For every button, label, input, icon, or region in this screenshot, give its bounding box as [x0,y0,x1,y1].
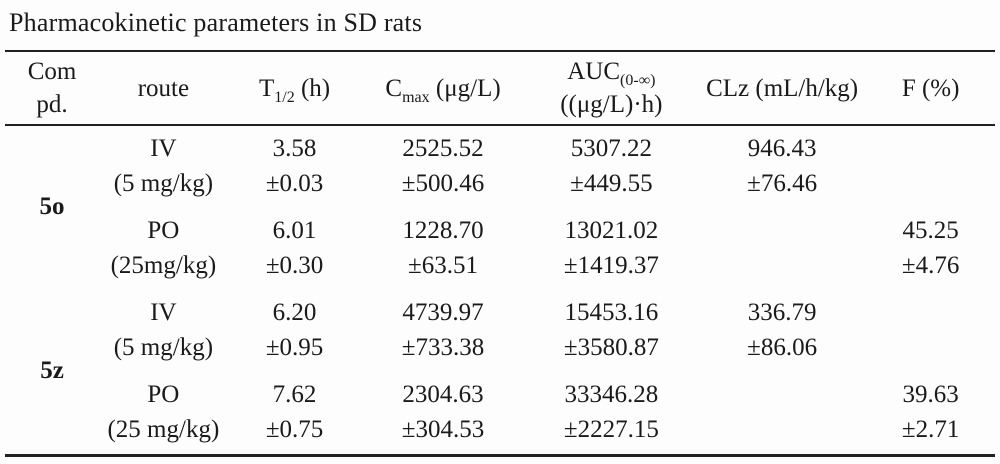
cell-t-half: 7.62 ±0.75 [228,372,362,456]
sd-value: ±1419.37 [563,251,659,279]
value: 1228.70 [402,217,484,244]
sd-value: ±76.46 [747,169,818,197]
sd-value: ±0.95 [265,333,324,361]
cell-cmax: 1228.70 ±63.51 [361,208,524,290]
cell-auc: 13021.02 ±1419.37 [525,208,698,290]
table-row: 5o IV (5 mg/kg) 3.58 ±0.03 2525.52 ±500.… [5,125,995,220]
value: 7.62 [272,381,317,408]
value: 39.63 [902,381,959,408]
route-name: PO [147,217,180,244]
auc-line1: AUC(0-∞) [567,58,655,89]
col-header-route: route [99,51,228,126]
t-half-base: T [258,74,275,102]
value: 15453.16 [564,299,659,326]
sd-value: ±0.30 [265,251,324,279]
sd-value: ±86.06 [747,333,818,361]
cell-clz [698,372,866,456]
value: 2525.52 [402,135,484,162]
value: 2304.63 [402,381,484,408]
value: 336.79 [747,299,817,326]
auc-base: AUC [567,58,621,85]
cell-route: PO (25 mg/kg) [99,372,228,456]
t-half-unit: (h) [294,74,331,102]
sd-value: ±0.03 [265,169,324,197]
value: 6.01 [272,217,317,244]
sd-value: ±733.38 [401,333,485,361]
cell-f: 45.25 ±4.76 [866,208,995,290]
table-header-row: Com pd. route T1/2 (h) Cmax (μg/L) AUC(0… [5,51,995,126]
cell-t-half: 6.20 ±0.95 [228,290,362,372]
pharmacokinetics-table: Com pd. route T1/2 (h) Cmax (μg/L) AUC(0… [5,50,995,457]
value: 946.43 [747,135,817,162]
route-name: IV [150,299,177,326]
t-half-subscript: 1/2 [274,88,295,106]
sd-value: ±3580.87 [563,333,659,361]
cell-route: PO (25mg/kg) [99,208,228,290]
table-title: Pharmacokinetic parameters in SD rats [9,8,423,37]
cmax-subscript: max [402,88,430,106]
sd-value: ±500.46 [401,169,485,197]
col-header-auc: AUC(0-∞) ((μg/L)·h) [524,51,698,126]
value: 33346.28 [564,381,659,408]
table-row: PO (25mg/kg) 6.01 ±0.30 1228.70 ±63.51 1… [5,208,995,290]
cmax-unit: (μg/L) [429,74,501,102]
cell-clz [698,208,866,290]
compound-label: 5o [39,193,65,221]
cell-route: IV (5 mg/kg) [99,290,228,372]
cell-t-half: 3.58 ±0.03 [228,125,362,208]
cell-f: 39.63 ±2.71 [866,372,995,456]
cell-cmax: 4739.97 ±733.38 [361,290,524,372]
col-header-t-half: T1/2 (h) [227,51,362,126]
value: 4739.97 [402,299,484,326]
table-row: PO (25 mg/kg) 7.62 ±0.75 2304.63 ±304.53… [5,372,995,456]
sd-value: ±304.53 [401,415,485,443]
route-dose: (25mg/kg) [110,251,217,279]
cell-auc: 5307.22 ±449.55 [525,125,698,208]
sd-value: ±4.76 [901,251,960,279]
sd-value: ±2227.15 [563,415,659,443]
sd-value: ±2.71 [901,415,960,443]
value: 5307.22 [570,135,652,162]
auc-subscript: (0-∞) [620,72,656,89]
cell-cmax: 2304.63 ±304.53 [361,372,524,456]
cell-f [866,290,995,372]
value: 45.25 [902,217,959,244]
cell-clz: 336.79 ±86.06 [698,290,866,372]
col-header-cmax: Cmax (μg/L) [361,51,525,126]
sd-value: ±63.51 [408,251,479,279]
table-row: 5z IV (5 mg/kg) 6.20 ±0.95 4739.97 ±733.… [5,290,995,384]
cell-t-half: 6.01 ±0.30 [228,208,362,290]
route-name: IV [150,135,177,162]
cmax-base: C [385,74,403,102]
route-dose: (25 mg/kg) [107,415,220,443]
compound-header-line1: Com [27,58,77,85]
auc-line2: ((μg/L)·h) [560,91,663,118]
cell-cmax: 2525.52 ±500.46 [361,125,524,208]
route-dose: (5 mg/kg) [113,333,214,361]
sd-value: ±449.55 [570,169,653,197]
cell-auc: 33346.28 ±2227.15 [525,372,698,456]
value: 13021.02 [564,217,659,244]
sd-value: ±0.75 [265,415,324,443]
value: 6.20 [272,299,317,326]
compound-label: 5z [40,357,64,385]
cell-f [866,125,995,208]
value: 3.58 [272,135,317,162]
cell-route: IV (5 mg/kg) [99,125,228,208]
cell-clz: 946.43 ±76.46 [698,125,866,208]
col-header-compound: Com pd. [5,51,100,126]
route-name: PO [147,381,180,408]
col-header-f: F (%) [866,51,995,126]
cell-auc: 15453.16 ±3580.87 [525,290,698,372]
route-dose: (5 mg/kg) [113,169,214,197]
col-header-clz: CLz (mL/h/kg) [697,51,867,126]
compound-header-line2: pd. [36,91,68,118]
